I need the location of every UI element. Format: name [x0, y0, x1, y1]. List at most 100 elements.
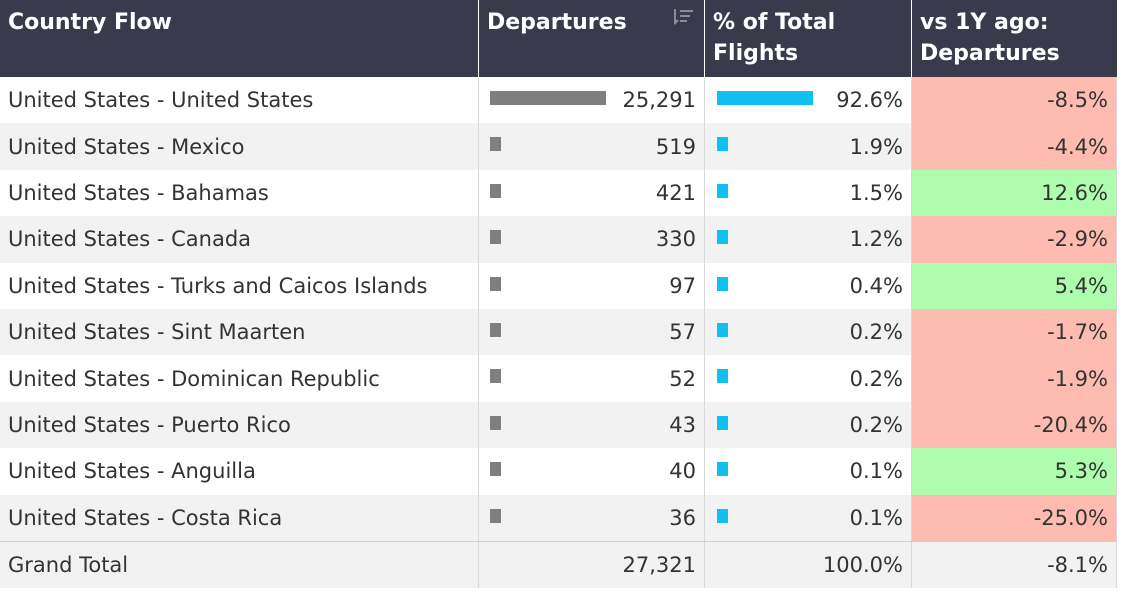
- country-flow-cell: United States - Turks and Caicos Islands: [0, 262, 479, 309]
- pct-total-value: 1.9%: [849, 134, 903, 159]
- column-header-yoy-departures[interactable]: vs 1Y ago: Departures: [912, 0, 1117, 77]
- departures-bar: [490, 276, 501, 291]
- departures-cell: 519: [479, 123, 705, 170]
- pct-total-cell: 1.2%: [705, 216, 912, 263]
- grand-total-departures: 27,321: [479, 541, 705, 588]
- pct-total-bar: [717, 230, 728, 245]
- pct-total-bar: [717, 276, 728, 291]
- pct-total-value: 0.2%: [849, 412, 903, 437]
- pct-total-bar: [717, 137, 728, 152]
- table-row[interactable]: United States - Mexico 519 1.9% -4.4%: [0, 123, 1117, 170]
- country-flow-cell: United States - Bahamas: [0, 169, 479, 217]
- pct-total-cell: 0.1%: [705, 494, 912, 541]
- pct-total-value: 0.1%: [849, 505, 903, 530]
- table-row[interactable]: United States - Sint Maarten 57 0.2% -1.7%: [0, 308, 1117, 356]
- departures-value: 421: [655, 180, 696, 205]
- pct-total-value: 1.2%: [849, 227, 903, 252]
- grand-total-pct: 100.0%: [705, 541, 912, 588]
- table-row[interactable]: United States - Dominican Republic 52 0.2%…: [0, 355, 1117, 402]
- departures-cell: 52: [479, 355, 705, 402]
- departures-bar: [490, 137, 501, 152]
- grand-total-label: Grand Total: [0, 541, 479, 588]
- pct-total-bar: [717, 369, 728, 384]
- pct-total-value: 0.1%: [849, 459, 903, 484]
- country-flow-cell: United States - Dominican Republic: [0, 355, 479, 402]
- pct-total-bar: [717, 183, 728, 198]
- departures-bar: [490, 183, 501, 198]
- country-flow-cell: United States - Costa Rica: [0, 494, 479, 541]
- table-row[interactable]: United States - Anguilla 40 0.1% 5.3%: [0, 448, 1117, 495]
- table-row[interactable]: United States - Turks and Caicos Islands…: [0, 262, 1117, 309]
- country-flow-cell: United States - Canada: [0, 216, 479, 263]
- country-flow-cell: United States - Puerto Rico: [0, 401, 479, 449]
- departures-bar: [490, 91, 606, 105]
- departures-bar: [490, 508, 501, 523]
- column-header-label-line1: % of Total: [713, 10, 836, 35]
- pct-total-value: 0.2%: [849, 366, 903, 391]
- pct-total-value: 0.4%: [849, 273, 903, 298]
- yoy-departures-cell: -2.9%: [912, 216, 1117, 263]
- table-row[interactable]: United States - Canada 330 1.2% -2.9%: [0, 216, 1117, 263]
- pct-total-cell: 0.1%: [705, 448, 912, 495]
- column-header-pct-total-flights[interactable]: % of Total Flights: [705, 0, 912, 77]
- departures-value: 40: [669, 459, 696, 484]
- departures-cell: 43: [479, 401, 705, 449]
- pct-total-value: 1.5%: [849, 180, 903, 205]
- pct-total-bar: [717, 91, 814, 105]
- yoy-departures-cell: -1.7%: [912, 308, 1117, 356]
- departures-cell: 97: [479, 262, 705, 309]
- departures-value: 57: [669, 320, 696, 345]
- departures-cell: 421: [479, 169, 705, 217]
- yoy-departures-cell: -25.0%: [912, 494, 1117, 541]
- yoy-departures-cell: 5.3%: [912, 448, 1117, 495]
- departures-value: 97: [669, 273, 696, 298]
- pct-total-bar: [717, 415, 728, 430]
- departures-value: 36: [669, 505, 696, 530]
- country-flow-cell: United States - Anguilla: [0, 448, 479, 495]
- departures-bar: [490, 462, 501, 477]
- table-row[interactable]: United States - Puerto Rico 43 0.2% -20.4%: [0, 401, 1117, 449]
- pct-total-bar: [717, 508, 728, 523]
- departures-cell: 40: [479, 448, 705, 495]
- pct-total-cell: 1.5%: [705, 169, 912, 217]
- country-flow-cell: United States - Sint Maarten: [0, 308, 479, 356]
- sort-descending-icon[interactable]: [674, 8, 694, 26]
- column-header-label-line2: Flights: [713, 41, 799, 66]
- departures-bar: [490, 322, 501, 337]
- departures-value: 52: [669, 366, 696, 391]
- departures-bar: [490, 415, 501, 430]
- departures-cell: 36: [479, 494, 705, 541]
- table-body: United States - United States 25,291 92.6%…: [0, 77, 1117, 541]
- table-row[interactable]: United States - Bahamas 421 1.5% 12.6%: [0, 169, 1117, 217]
- yoy-departures-cell: 5.4%: [912, 262, 1117, 309]
- column-header-departures[interactable]: Departures: [479, 0, 705, 77]
- column-header-label-line2: Departures: [920, 41, 1060, 66]
- column-header-label: Country Flow: [8, 10, 172, 35]
- table-row[interactable]: United States - Costa Rica 36 0.1% -25.0%: [0, 494, 1117, 541]
- grand-total-yoy: -8.1%: [912, 541, 1117, 588]
- pct-total-value: 0.2%: [849, 320, 903, 345]
- pct-total-cell: 0.2%: [705, 308, 912, 356]
- departures-value: 25,291: [622, 88, 696, 113]
- column-header-label: Departures: [487, 10, 627, 35]
- yoy-departures-cell: -20.4%: [912, 401, 1117, 449]
- country-flow-cell: United States - Mexico: [0, 123, 479, 170]
- table-header: Country Flow Departures % of Total Fligh…: [0, 0, 1117, 77]
- departures-value: 43: [669, 412, 696, 437]
- pct-total-cell: 0.2%: [705, 355, 912, 402]
- pct-total-cell: 0.2%: [705, 401, 912, 449]
- country-flow-cell: United States - United States: [0, 77, 479, 124]
- pct-total-bar: [717, 462, 728, 477]
- pct-total-bar: [717, 322, 728, 337]
- pct-total-cell: 92.6%: [705, 77, 912, 124]
- grand-total-row: Grand Total 27,321 100.0% -8.1%: [0, 540, 1117, 588]
- column-header-country-flow[interactable]: Country Flow: [0, 0, 479, 77]
- yoy-departures-cell: -4.4%: [912, 123, 1117, 170]
- departures-value: 330: [655, 227, 696, 252]
- table-row[interactable]: United States - United States 25,291 92.6%…: [0, 77, 1117, 124]
- departures-value: 519: [655, 134, 696, 159]
- yoy-departures-cell: -1.9%: [912, 355, 1117, 402]
- departures-bar: [490, 369, 501, 384]
- pct-total-value: 92.6%: [836, 88, 903, 113]
